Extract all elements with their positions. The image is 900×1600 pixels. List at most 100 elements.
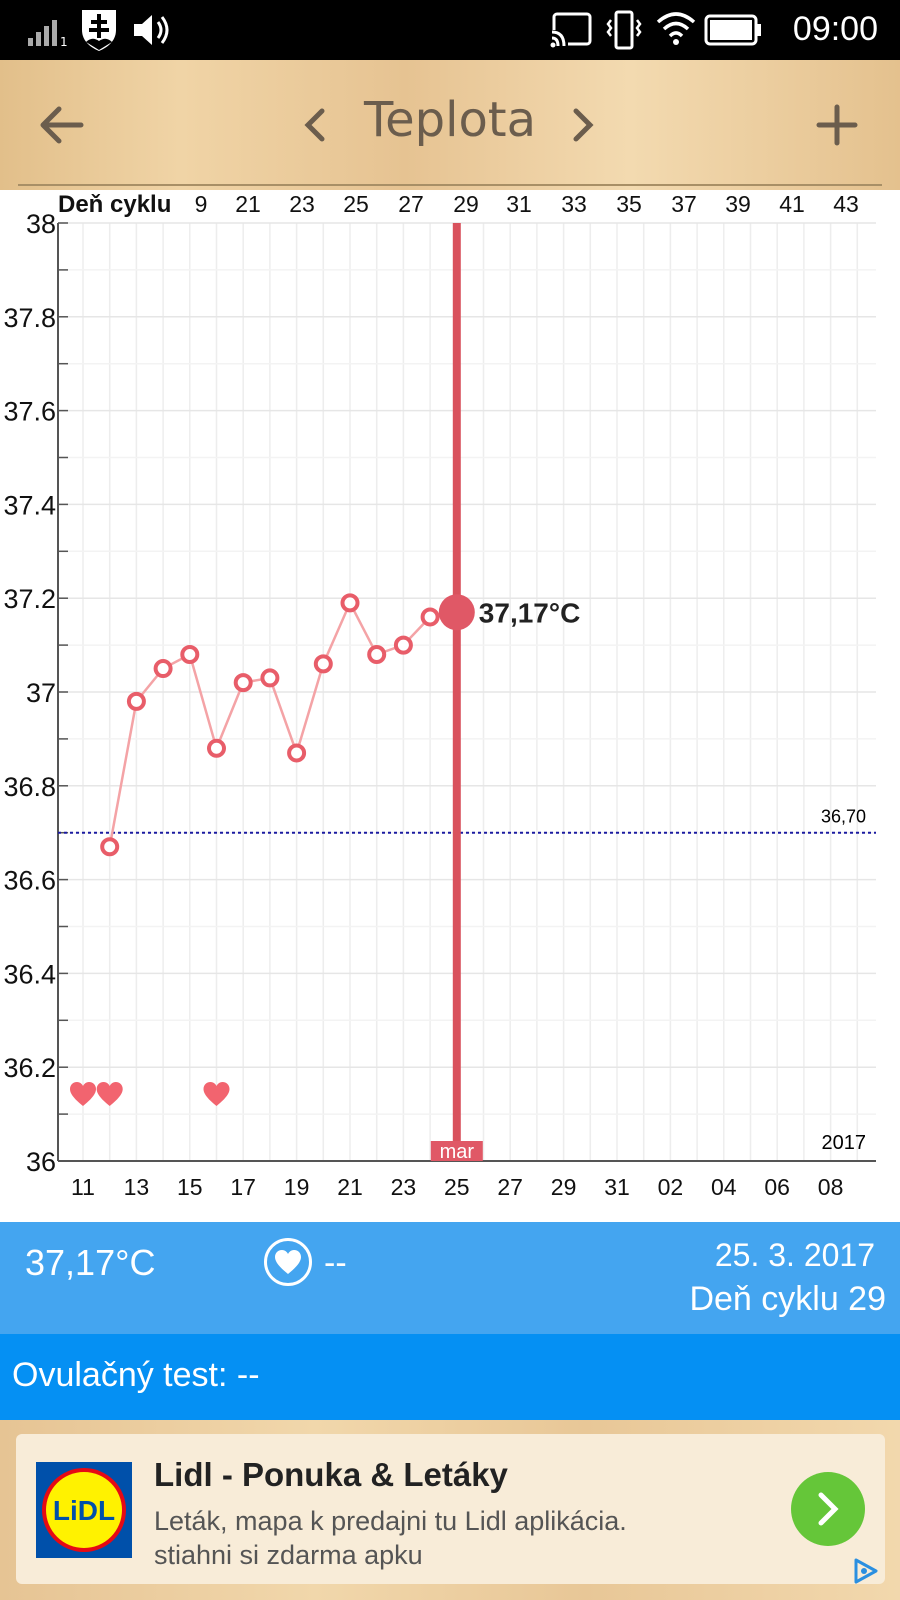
bottom-tick-label: 06 xyxy=(764,1174,790,1200)
temperature-point[interactable] xyxy=(313,654,333,674)
temperature-point[interactable] xyxy=(100,837,120,857)
temperature-point[interactable] xyxy=(340,593,360,613)
day-info-panel[interactable]: 37,17°C -- 25. 3. 2017 Deň cyklu 29 xyxy=(0,1222,900,1334)
info-temperature: 37,17°C xyxy=(25,1242,156,1283)
top-tick-label: 27 xyxy=(398,191,424,217)
bottom-tick-label: 27 xyxy=(497,1174,523,1200)
add-button[interactable] xyxy=(802,90,872,160)
clock: 09:00 xyxy=(792,10,878,48)
bottom-tick-label: 19 xyxy=(284,1174,310,1200)
y-tick-label: 38 xyxy=(26,209,56,239)
temperature-point[interactable] xyxy=(420,607,440,627)
signal-icon: 1 xyxy=(28,20,68,46)
y-tick-label: 36.2 xyxy=(3,1053,56,1083)
plus-icon xyxy=(816,104,858,146)
top-tick-label: 43 xyxy=(833,191,859,217)
top-tick-label: 9 xyxy=(195,191,208,217)
y-tick-label: 37.8 xyxy=(3,303,56,333)
selected-point[interactable] xyxy=(438,594,475,631)
vibrate-icon xyxy=(606,10,642,50)
y-tick-label: 37.6 xyxy=(3,397,56,427)
y-tick-label: 36 xyxy=(26,1147,56,1177)
top-tick-label: 39 xyxy=(725,191,751,217)
back-button[interactable] xyxy=(26,90,96,160)
top-tick-label: 25 xyxy=(343,191,369,217)
bottom-tick-label: 02 xyxy=(658,1174,684,1200)
intercourse-value: -- xyxy=(324,1244,347,1282)
lidl-logo-text: LiDL xyxy=(53,1495,115,1526)
y-tick-label: 37.4 xyxy=(3,490,56,520)
top-tick-label: 21 xyxy=(235,191,261,217)
temperature-chart[interactable]: 36,70 mar 37,17°C 2017 Deň cyklu 9 21 23 25… xyxy=(0,190,900,1222)
bottom-tick-label: 23 xyxy=(391,1174,417,1200)
chevron-right-icon xyxy=(573,108,594,142)
chevron-right-icon xyxy=(818,1492,839,1526)
top-tick-label: 35 xyxy=(616,191,642,217)
month-label: mar xyxy=(440,1141,475,1163)
ad-description-line-1: Leták, mapa k predajni tu Lidl aplikácia… xyxy=(154,1506,627,1536)
heart-marker-icon xyxy=(70,1081,96,1106)
coverline-label: 36,70 xyxy=(821,807,866,827)
info-cycle-day: Deň cyklu 29 xyxy=(689,1280,886,1318)
year-label: 2017 xyxy=(822,1132,867,1154)
y-tick-label: 36.8 xyxy=(3,772,56,802)
status-bar: 1 09:00 xyxy=(0,0,900,60)
heart-icon xyxy=(275,1250,301,1274)
temperature-point[interactable] xyxy=(207,738,226,758)
bottom-tick-label: 21 xyxy=(337,1174,363,1200)
temperature-point[interactable] xyxy=(287,743,307,763)
top-tick-label: 31 xyxy=(506,191,532,217)
bottom-tick-label: 13 xyxy=(124,1174,150,1200)
ovulation-test-label: Ovulačný test: -- xyxy=(12,1356,260,1394)
cast-icon xyxy=(550,12,592,48)
ad-open-button[interactable] xyxy=(791,1472,865,1546)
intercourse-indicator[interactable] xyxy=(264,1238,312,1286)
next-chart-button[interactable] xyxy=(548,90,618,160)
month-marker xyxy=(430,1141,483,1161)
y-tick-label: 37.2 xyxy=(3,584,56,614)
heart-marker-icon xyxy=(203,1081,230,1106)
temperature-point[interactable] xyxy=(153,659,173,679)
top-tick-label: 41 xyxy=(779,191,805,217)
previous-chart-button[interactable] xyxy=(280,90,350,160)
top-tick-label: 29 xyxy=(453,191,479,217)
y-tick-label: 36.4 xyxy=(3,959,56,989)
ad-banner[interactable]: LiDL Lidl - Ponuka & Letáky Leták, mapa … xyxy=(16,1434,885,1584)
ad-title: Lidl - Ponuka & Letáky xyxy=(154,1456,508,1493)
temperature-point[interactable] xyxy=(367,644,387,664)
chevron-left-icon xyxy=(304,108,325,142)
lidl-logo: LiDL xyxy=(36,1462,132,1558)
volume-icon xyxy=(134,15,169,45)
top-axis-label: Deň cyklu xyxy=(58,191,171,218)
bottom-tick-label: 08 xyxy=(818,1174,844,1200)
adchoices-icon[interactable] xyxy=(851,1556,881,1586)
top-tick-label: 33 xyxy=(561,191,587,217)
bottom-tick-label: 31 xyxy=(604,1174,630,1200)
bottom-tick-label: 11 xyxy=(71,1174,95,1200)
wifi-icon xyxy=(656,12,696,45)
svg-text:1: 1 xyxy=(60,35,68,46)
temperature-point[interactable] xyxy=(260,668,280,688)
top-tick-label: 37 xyxy=(671,191,697,217)
ovulation-test-row[interactable]: Ovulačný test: -- xyxy=(0,1334,900,1420)
info-date: 25. 3. 2017 xyxy=(714,1237,875,1273)
temperature-chart-area[interactable]: 36,70 mar 37,17°C 2017 Deň cyklu 9 21 23 25… xyxy=(0,190,900,1222)
toolbar-divider xyxy=(18,184,882,186)
temperature-point[interactable] xyxy=(180,644,200,664)
bottom-tick-label: 17 xyxy=(230,1174,256,1200)
temperature-point[interactable] xyxy=(233,673,253,693)
bottom-tick-label: 04 xyxy=(711,1174,737,1200)
toolbar: Teplota xyxy=(0,60,900,190)
selected-day-line[interactable] xyxy=(452,223,461,1161)
y-tick-label: 37 xyxy=(26,678,56,708)
arrow-left-icon xyxy=(40,106,84,144)
page-title: Teplota xyxy=(363,92,537,148)
heart-marker-icon xyxy=(96,1081,123,1106)
temperature-point[interactable] xyxy=(393,635,413,655)
temperature-point[interactable] xyxy=(126,691,146,711)
bottom-tick-label: 15 xyxy=(177,1174,203,1200)
ad-description-line-2: stiahni si zdarma apku xyxy=(154,1540,423,1570)
y-tick-label: 36.6 xyxy=(3,866,56,896)
battery-icon xyxy=(704,14,761,46)
coat-of-arms-icon xyxy=(82,10,116,51)
